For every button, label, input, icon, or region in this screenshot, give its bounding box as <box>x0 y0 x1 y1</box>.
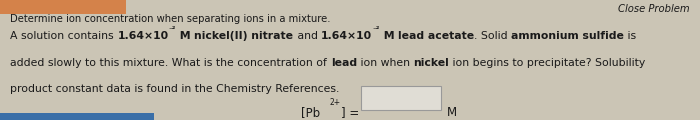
Text: ] =: ] = <box>341 106 359 119</box>
Text: lead: lead <box>331 58 357 68</box>
Text: ⁻²: ⁻² <box>169 25 176 34</box>
Text: lead acetate: lead acetate <box>398 31 474 41</box>
Text: M: M <box>447 106 456 119</box>
Text: nickel(II) nitrate: nickel(II) nitrate <box>195 31 293 41</box>
Text: A solution contains: A solution contains <box>10 31 118 41</box>
Text: ⁻²: ⁻² <box>372 25 379 34</box>
Text: M: M <box>379 31 398 41</box>
Text: Determine ion concentration when separating ions in a mixture.: Determine ion concentration when separat… <box>10 14 331 24</box>
Text: . Solid: . Solid <box>474 31 511 41</box>
Text: ion when: ion when <box>357 58 414 68</box>
Text: 1.64×10: 1.64×10 <box>118 31 169 41</box>
Text: [Pb: [Pb <box>301 106 320 119</box>
Text: and: and <box>293 31 321 41</box>
Text: nickel: nickel <box>414 58 449 68</box>
Text: ammonium sulfide: ammonium sulfide <box>511 31 624 41</box>
Text: product constant data is found in the Chemistry References.: product constant data is found in the Ch… <box>10 84 340 94</box>
Text: 1.64×10: 1.64×10 <box>321 31 372 41</box>
Bar <box>0 113 154 120</box>
Text: is: is <box>624 31 636 41</box>
Text: M: M <box>176 31 195 41</box>
FancyBboxPatch shape <box>360 86 441 110</box>
Text: ion begins to precipitate? Solubility: ion begins to precipitate? Solubility <box>449 58 645 68</box>
Text: Close Problem: Close Problem <box>618 4 690 14</box>
Bar <box>0 0 126 14</box>
Text: added slowly to this mixture. What is the concentration of: added slowly to this mixture. What is th… <box>10 58 331 68</box>
Text: 2+: 2+ <box>329 98 340 107</box>
